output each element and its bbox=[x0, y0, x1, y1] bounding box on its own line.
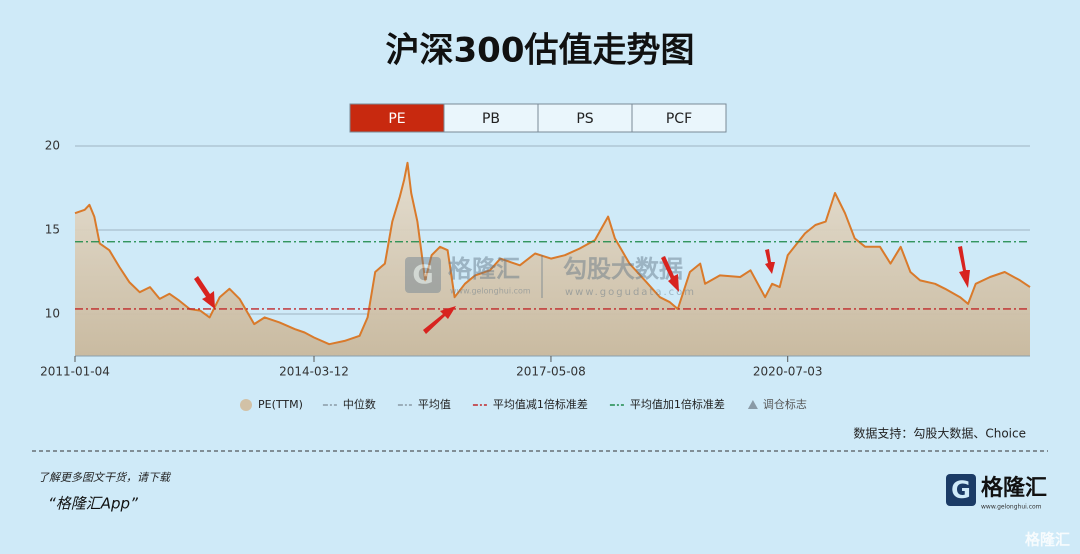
y-tick-label: 20 bbox=[45, 139, 60, 153]
legend-swatch bbox=[747, 400, 758, 409]
legend-label: 平均值 bbox=[418, 398, 451, 411]
legend-label: PE(TTM) bbox=[258, 398, 303, 411]
plot: 10 15 20 2011-01-04 2014-03-12 2017-05-08 2020… bbox=[40, 139, 1031, 379]
tab-label[interactable]: PB bbox=[482, 111, 500, 127]
arrow bbox=[194, 276, 215, 309]
watermark-text: 格隆汇 bbox=[448, 255, 520, 283]
footer-logo: G 格隆汇 www.gelonghui.com bbox=[946, 474, 1047, 511]
legend-label: 平均值加1倍标准差 bbox=[630, 397, 725, 411]
annotation-arrows bbox=[194, 246, 970, 334]
tab-bar: PE PB PS PCF bbox=[349, 103, 727, 133]
corner-mark: 格隆汇 bbox=[1025, 531, 1070, 549]
area bbox=[75, 162, 1030, 356]
source-note: 数据支持：勾股大数据、Choice bbox=[853, 426, 1026, 441]
tab[interactable] bbox=[349, 103, 445, 133]
watermark-icon-letter: G bbox=[412, 261, 433, 291]
legend: PE(TTM) 中位数 平均值 平均值减1倍标准差 平均值加1倍标准差 调仓标志 bbox=[240, 397, 807, 411]
footer-app: “格隆汇App” bbox=[48, 495, 138, 513]
legend-label: 调仓标志 bbox=[763, 397, 807, 411]
logo-url: www.gelonghui.com bbox=[981, 504, 1042, 511]
tab-label[interactable]: PS bbox=[576, 111, 593, 127]
legend-swatch bbox=[240, 399, 252, 411]
tab[interactable] bbox=[537, 103, 633, 133]
chart-title: 沪深300估值走势图 bbox=[386, 31, 695, 71]
logo-letter: G bbox=[951, 476, 971, 504]
arrow bbox=[423, 306, 456, 334]
x-tick-label: 2020-07-03 bbox=[753, 365, 823, 379]
footer-text: 了解更多图文干货，请下载 bbox=[38, 471, 172, 484]
arrow bbox=[765, 249, 775, 274]
legend-label: 中位数 bbox=[343, 397, 376, 411]
y-tick-label: 15 bbox=[45, 223, 60, 237]
x-tick-label: 2011-01-04 bbox=[40, 365, 110, 379]
watermark: G 格隆汇 www.gelonghui.com 勾股大数据 www.goguda… bbox=[405, 255, 696, 298]
watermark-url: www.gogudata.com bbox=[565, 287, 696, 298]
arrow bbox=[661, 256, 679, 292]
watermark-icon bbox=[405, 257, 441, 293]
logo-text: 格隆汇 bbox=[981, 475, 1047, 501]
arrow bbox=[958, 246, 970, 288]
x-tick-label: 2017-05-08 bbox=[516, 365, 586, 379]
tab[interactable] bbox=[443, 103, 539, 133]
x-tick-label: 2014-03-12 bbox=[279, 365, 349, 379]
tab-label[interactable]: PCF bbox=[666, 111, 692, 127]
watermark-url: www.gelonghui.com bbox=[450, 287, 531, 296]
line bbox=[74, 161, 1031, 346]
y-tick-label: 10 bbox=[45, 307, 60, 321]
tab[interactable] bbox=[631, 103, 727, 133]
tab-label[interactable]: PE bbox=[388, 111, 405, 127]
logo-icon bbox=[946, 474, 976, 506]
legend-label: 平均值减1倍标准差 bbox=[493, 397, 588, 411]
